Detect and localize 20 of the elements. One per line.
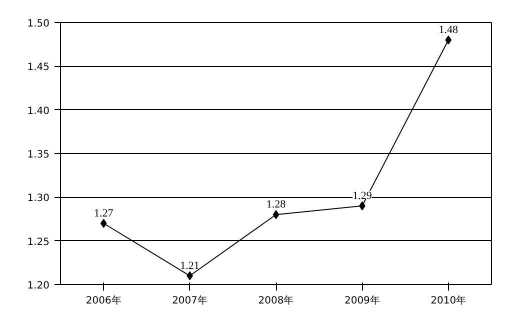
y-tick-label: 1.45 [27,62,50,74]
point [100,218,107,228]
point [272,210,280,220]
x-tick-label: 2006年 [86,294,122,306]
data-label: 1.29 [352,190,372,202]
x-tick-label: 2010年 [430,294,466,306]
data-label: 1.21 [180,260,200,272]
y-tick-label: 1.50 [27,18,50,30]
point [445,35,452,44]
y-tick-label: 1.35 [27,150,50,160]
data-label: 1.48 [438,24,459,36]
y-tick-label: 1.30 [27,193,50,204]
y-tick-label: 1.40 [27,106,50,117]
data-label: 1.27 [94,207,114,220]
x-tick-label: 2007年 [172,294,208,306]
data-label: 1.28 [266,198,286,211]
y-tick-label: 1.25 [27,236,50,248]
x-tick-label: 2008年 [258,294,294,306]
x-tick-label: 2009年 [344,294,380,306]
y-tick-label: 1.20 [27,280,50,292]
